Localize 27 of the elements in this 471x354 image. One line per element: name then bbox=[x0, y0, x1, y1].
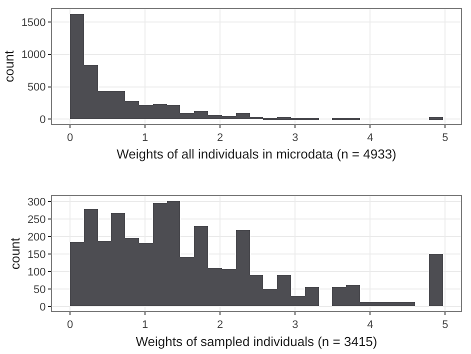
x-tick-label: 1 bbox=[142, 132, 148, 144]
y-tick-label: 300 bbox=[27, 196, 46, 208]
y-tick-label: 0 bbox=[40, 301, 46, 314]
x-axis-title: Weights of sampled individuals (n = 3415) bbox=[136, 334, 378, 349]
x-tick-label: 2 bbox=[217, 319, 224, 332]
x-tick-label: 3 bbox=[292, 319, 298, 332]
y-tick-label: 1000 bbox=[21, 49, 46, 62]
y-tick-label: 150 bbox=[27, 248, 46, 261]
x-tick-label: 3 bbox=[292, 132, 298, 144]
x-tick-label: 5 bbox=[442, 319, 448, 332]
y-tick-label: 100 bbox=[27, 266, 46, 278]
x-axis-title: Weights of all individuals in microdata (n = 4933) bbox=[116, 146, 396, 162]
x-tick-label: 4 bbox=[367, 132, 374, 144]
y-tick-label: 200 bbox=[27, 231, 46, 244]
x-tick-label: 2 bbox=[217, 132, 224, 144]
y-axis-title: count bbox=[1, 50, 16, 82]
x-tick-label: 0 bbox=[66, 132, 74, 144]
x-tick-label: 1 bbox=[142, 319, 148, 332]
x-tick-label: 0 bbox=[66, 319, 74, 332]
y-tick-label: 500 bbox=[27, 82, 46, 94]
y-tick-label: 250 bbox=[27, 214, 46, 226]
x-tick-label: 5 bbox=[442, 132, 448, 144]
x-tick-label: 4 bbox=[367, 319, 374, 332]
y-axis-title: count bbox=[7, 237, 22, 270]
y-tick-label: 0 bbox=[40, 114, 46, 126]
y-tick-label: 1500 bbox=[21, 16, 46, 29]
y-tick-label: 50 bbox=[34, 284, 46, 296]
